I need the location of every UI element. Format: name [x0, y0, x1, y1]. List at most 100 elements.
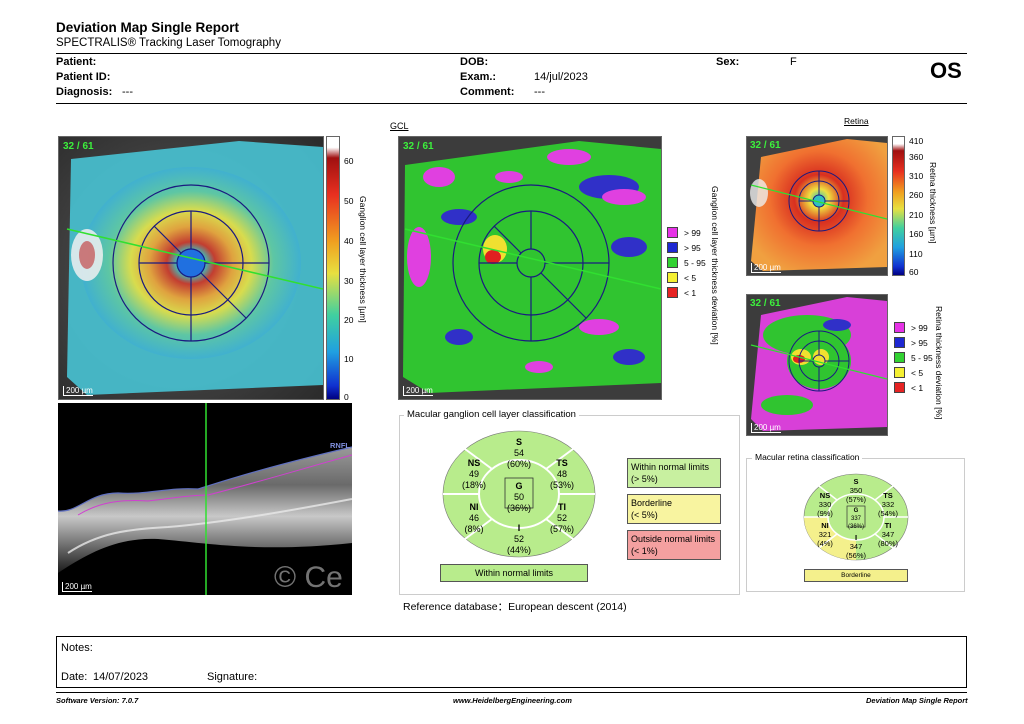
- retina-colorbar-label: Retina thickness [µm]: [928, 162, 938, 244]
- diagnosis-label: Diagnosis:: [56, 86, 113, 98]
- scale-bar: 200 µm: [62, 582, 92, 592]
- scale-bar: 200 µm: [751, 423, 781, 433]
- comment-value: ---: [534, 86, 545, 98]
- scale-bar: 200 µm: [403, 386, 433, 396]
- scan-count-badge: 32 / 61: [750, 140, 781, 151]
- retina-deviation-axis-label: Retina thickness deviation [%]: [934, 306, 944, 420]
- colorbar-tick: 50: [344, 196, 354, 206]
- legend-item: > 99: [667, 225, 706, 240]
- sector-ti: TI 52 (57%): [549, 502, 574, 534]
- scan-count-badge: 32 / 61: [63, 141, 94, 152]
- colorbar-tick: 0: [344, 392, 349, 402]
- colorbar-tick: 60: [909, 267, 919, 277]
- sector-ni: NI 46 (8%): [464, 502, 484, 534]
- legend-swatch: [894, 382, 905, 393]
- gcl-colorbar: [326, 136, 340, 400]
- colorbar-tick: 260: [909, 190, 924, 200]
- sector-g: G 50 (36%): [506, 481, 531, 513]
- footer-report-name: Deviation Map Single Report: [866, 696, 968, 705]
- sector-s: S 350 (57%): [845, 477, 866, 504]
- header-divider: [56, 53, 967, 54]
- comment-label: Comment:: [460, 86, 515, 98]
- legend-swatch: [894, 322, 905, 333]
- bscan-image: [58, 403, 352, 595]
- sector-s: S 54 (60%): [506, 437, 531, 469]
- colorbar-tick: 310: [909, 171, 924, 181]
- retina-sector-chart: [803, 473, 909, 561]
- retina-thickness-map: 32 / 61 200 µm: [746, 136, 888, 276]
- sector-i: I 52 (44%): [506, 523, 531, 555]
- oct-bscan: RNFL 200 µm © Ce: [58, 403, 352, 595]
- legend-item: 5 - 95: [894, 350, 933, 365]
- patient-divider: [56, 103, 967, 104]
- colorbar-tick: 40: [344, 236, 354, 246]
- scan-count-badge: 32 / 61: [403, 141, 434, 152]
- legend-item: < 1: [667, 285, 706, 300]
- copyright-watermark: © Ce: [274, 561, 343, 594]
- legend-item: > 99: [894, 320, 933, 335]
- sex-label: Sex:: [716, 56, 740, 68]
- key-within-normal: Within normal limits (> 5%): [627, 458, 721, 488]
- sector-ns: NS 49 (18%): [461, 458, 486, 490]
- colorbar-tick: 60: [344, 156, 354, 166]
- legend-item: < 1: [894, 380, 933, 395]
- colorbar-tick: 210: [909, 210, 924, 220]
- gcl-thickness-map: 32 / 61 200 µm: [58, 136, 324, 400]
- scale-bar: 200 µm: [63, 386, 93, 396]
- sector-i: I 347 (56%): [845, 533, 866, 560]
- gcl-thickness-image: [59, 137, 323, 399]
- legend-swatch: [894, 367, 905, 378]
- gcl-sector-chart: [442, 430, 596, 558]
- legend-item: > 95: [894, 335, 933, 350]
- diagnosis-value: ---: [122, 86, 133, 98]
- software-version: Software Version: 7.0.7: [56, 696, 139, 705]
- website: www.HeidelbergEngineering.com: [453, 696, 572, 705]
- legend-item: > 95: [667, 240, 706, 255]
- gcl-deviation-image: [399, 137, 661, 399]
- gcl-deviation-legend: > 99 > 95 5 - 95 < 5 < 1: [667, 225, 706, 300]
- colorbar-tick: 360: [909, 152, 924, 162]
- gcl-result-label: Within normal limits: [440, 564, 588, 582]
- gcl-heading: GCL: [390, 121, 409, 131]
- legend-swatch: [667, 227, 678, 238]
- legend-item: < 5: [667, 270, 706, 285]
- retina-classification-title: Macular retina classification: [752, 452, 863, 462]
- colorbar-tick: 20: [344, 315, 354, 325]
- sector-ts: TS 332 (54%): [877, 491, 898, 518]
- gcl-classification-panel: S 54 (60%) NS 49 (18%) TS 48 (53%) G 50 (36%) NI…: [399, 415, 740, 595]
- retina-deviation-legend: > 99 > 95 5 - 95 < 5 < 1: [894, 320, 933, 395]
- sex-value: F: [790, 56, 797, 68]
- device-subtitle: SPECTRALIS® Tracking Laser Tomography: [56, 37, 281, 49]
- patient-label: Patient:: [56, 56, 97, 68]
- colorbar-tick: 160: [909, 229, 924, 239]
- key-outside-normal: Outside normal limits (< 1%): [627, 530, 721, 560]
- legend-swatch: [894, 352, 905, 363]
- retina-deviation-image: [747, 295, 887, 435]
- colorbar-tick: 410: [909, 136, 924, 146]
- scale-bar: 200 µm: [751, 263, 781, 273]
- legend-item: 5 - 95: [667, 255, 706, 270]
- sector-ns: NS 330 (9%): [817, 491, 833, 518]
- report-title: Deviation Map Single Report: [56, 20, 240, 35]
- notes-label: Notes:: [61, 642, 93, 654]
- gcl-colorbar-label: Ganglion cell layer thickness [µm]: [358, 196, 368, 323]
- retina-classification-panel: S 350 (57%) NS 330 (9%) TS 332 (54%) G 337 (36%)…: [746, 458, 965, 592]
- sector-g: G 337 (36%): [847, 508, 864, 530]
- eye-indicator: OS: [930, 58, 962, 83]
- dob-label: DOB:: [460, 56, 489, 68]
- date-value: 14/07/2023: [93, 671, 149, 683]
- colorbar-tick: 110: [909, 249, 923, 259]
- retina-result-label: Borderline: [804, 569, 908, 582]
- gcl-deviation-map: 32 / 61 200 µm: [398, 136, 662, 400]
- legend-swatch: [667, 257, 678, 268]
- exam-label: Exam.:: [460, 71, 497, 83]
- sector-ni: NI 321 (4%): [817, 521, 833, 548]
- retina-thickness-image: [747, 137, 887, 275]
- scan-count-badge: 32 / 61: [750, 298, 781, 309]
- legend-swatch: [667, 287, 678, 298]
- colorbar-tick: 10: [344, 354, 354, 364]
- reference-database: Reference database：European descent (201…: [403, 601, 627, 613]
- sector-ts: TS 48 (53%): [549, 458, 574, 490]
- sector-ti: TI 347 (80%): [877, 521, 898, 548]
- signature-label: Signature:: [207, 671, 258, 683]
